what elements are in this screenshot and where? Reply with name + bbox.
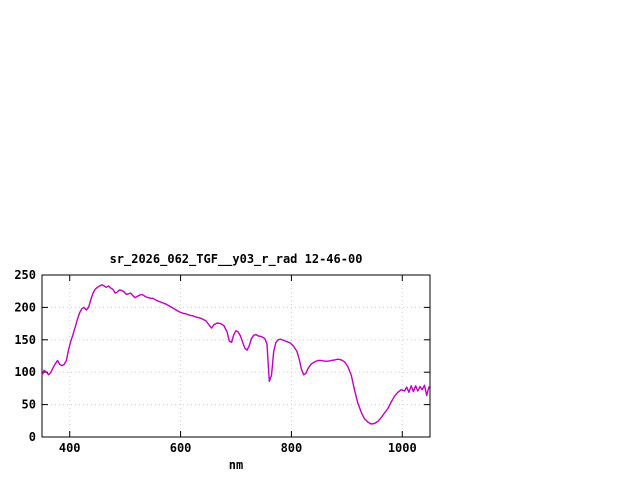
x-tick-label: 400	[59, 441, 81, 455]
plot-border	[41, 274, 431, 438]
x-tick-label: 1000	[388, 441, 417, 455]
x-tick-label: 600	[170, 441, 192, 455]
axis-ticks	[42, 274, 430, 438]
y-tick-label: 0	[29, 430, 36, 444]
x-tick-label: 800	[281, 441, 303, 455]
grid-lines	[43, 276, 429, 436]
y-tick-label: 200	[14, 300, 36, 314]
x-axis-label: nm	[229, 458, 243, 472]
y-tick-label: 250	[14, 268, 36, 282]
chart-title: sr_2026_062_TGF__y03_r_rad 12-46-00	[110, 252, 363, 267]
tick-labels: 400 600 800 1000 0 50 100 150 200 250	[14, 268, 416, 455]
y-tick-label: 50	[22, 398, 36, 412]
y-tick-label: 100	[14, 365, 36, 379]
spectrum-line	[41, 284, 430, 425]
y-tick-label: 150	[14, 333, 36, 347]
